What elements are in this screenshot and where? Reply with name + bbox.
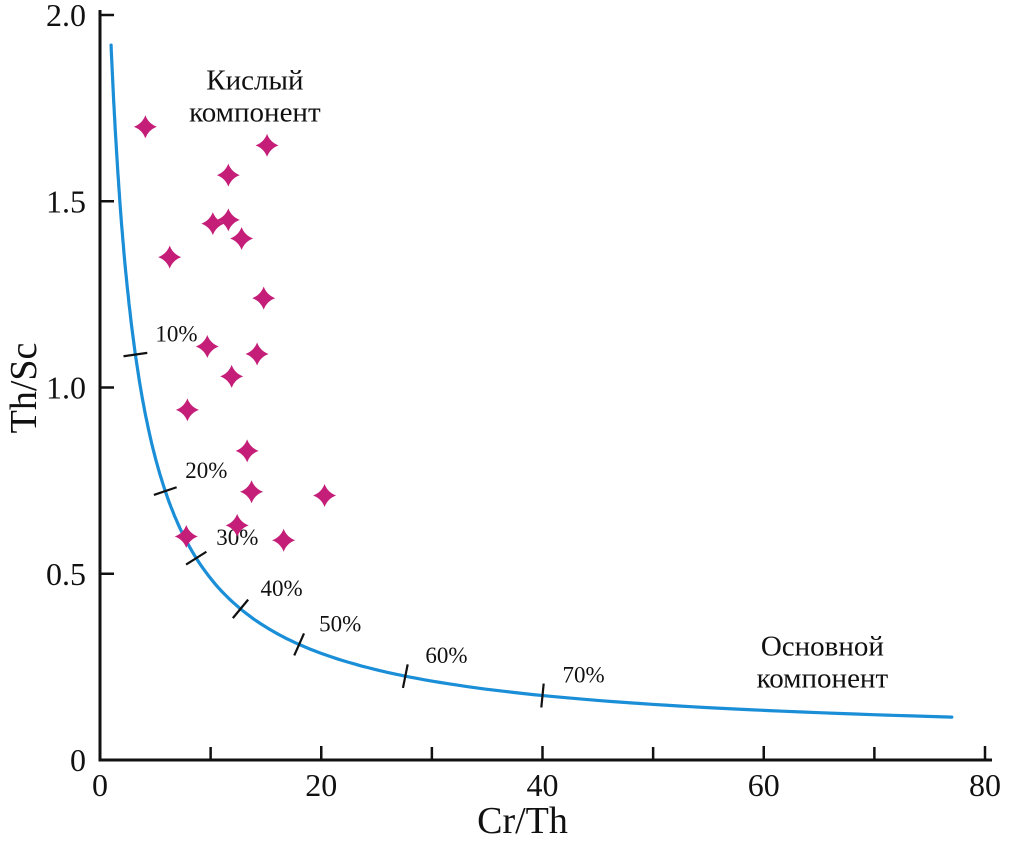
percent-tick bbox=[293, 633, 305, 656]
percent-label: 60% bbox=[425, 643, 467, 668]
annotation-basic-component: Основной bbox=[761, 631, 884, 663]
percent-label: 20% bbox=[185, 458, 227, 483]
percent-tick bbox=[185, 550, 207, 566]
data-point-star bbox=[195, 335, 219, 359]
data-point-star bbox=[255, 133, 279, 157]
y-tick-label: 0 bbox=[70, 742, 86, 778]
y-tick-label: 1.5 bbox=[46, 183, 86, 219]
x-tick-label: 0 bbox=[92, 767, 108, 803]
data-point-star bbox=[216, 208, 240, 232]
x-axis-title: Cr/Th bbox=[477, 800, 568, 842]
annotation-basic-component: компонент bbox=[757, 663, 889, 695]
y-tick-label: 0.5 bbox=[46, 556, 86, 592]
x-tick-label: 60 bbox=[748, 767, 780, 803]
annotation-acidic-component: Кислый bbox=[206, 65, 303, 97]
percent-label: 10% bbox=[155, 322, 197, 347]
annotation-acidic-component: компонент bbox=[189, 97, 321, 129]
axes bbox=[98, 10, 992, 762]
percent-label: 70% bbox=[563, 663, 605, 688]
percent-tick bbox=[401, 664, 409, 689]
data-point-star bbox=[225, 513, 249, 537]
percent-tick bbox=[231, 598, 249, 619]
y-tick-label: 2.0 bbox=[46, 0, 86, 33]
percent-tick bbox=[540, 683, 545, 708]
percent-label: 50% bbox=[319, 611, 361, 636]
data-point-star bbox=[235, 439, 259, 463]
data-point-star bbox=[245, 342, 269, 366]
data-point-star bbox=[272, 528, 296, 552]
y-axis-title: Th/Sc bbox=[3, 343, 45, 434]
x-tick-label: 40 bbox=[527, 767, 559, 803]
data-point-star bbox=[201, 212, 225, 236]
data-point-star bbox=[158, 245, 182, 269]
data-point-star bbox=[240, 480, 264, 504]
mixing-curve bbox=[109, 43, 954, 719]
y-tick-label: 1.0 bbox=[46, 370, 86, 406]
percent-tick bbox=[153, 486, 177, 496]
data-point-star bbox=[313, 484, 337, 508]
data-point-star bbox=[175, 398, 199, 422]
x-tick-label: 80 bbox=[969, 767, 1001, 803]
x-tick-label: 20 bbox=[305, 767, 337, 803]
data-point-star bbox=[220, 364, 244, 388]
data-point-star bbox=[133, 115, 157, 139]
percent-label: 40% bbox=[260, 576, 302, 601]
data-point-star bbox=[230, 227, 254, 250]
data-point-star bbox=[216, 163, 240, 187]
percent-tick bbox=[123, 351, 148, 358]
data-point-star bbox=[252, 286, 276, 310]
data-point-star bbox=[174, 525, 198, 548]
